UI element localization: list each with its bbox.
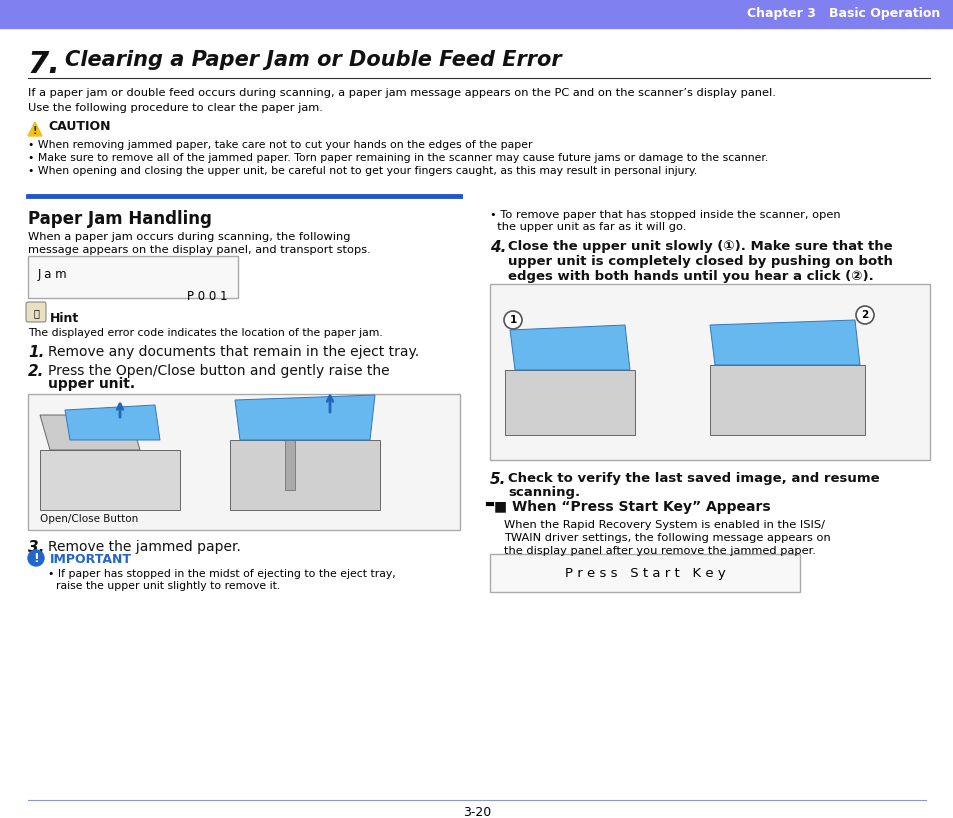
Text: Check to verify the last saved image, and resume: Check to verify the last saved image, an… [507,472,879,485]
Text: 5.: 5. [490,472,506,487]
Text: Use the following procedure to clear the paper jam.: Use the following procedure to clear the… [28,103,322,113]
Text: Open/Close Button: Open/Close Button [40,514,138,524]
Polygon shape [230,440,379,510]
Text: raise the upper unit slightly to remove it.: raise the upper unit slightly to remove … [56,581,280,591]
Bar [0,0,953,28]
Polygon shape [504,370,635,435]
Text: P r e s s   S t a r t   K e y: P r e s s S t a r t K e y [564,567,724,579]
Text: • Make sure to remove all of the jammed paper. Torn paper remaining in the scann: • Make sure to remove all of the jammed … [28,153,767,163]
Polygon shape [65,405,160,440]
FancyBboxPatch shape [26,302,46,322]
Text: Clearing a Paper Jam or Double Feed Error: Clearing a Paper Jam or Double Feed Erro… [65,50,561,70]
Text: Press the Open/Close button and gently raise the: Press the Open/Close button and gently r… [48,364,389,378]
Text: The displayed error code indicates the location of the paper jam.: The displayed error code indicates the l… [28,328,382,338]
Text: 7.: 7. [28,50,61,79]
Polygon shape [709,365,864,435]
Text: Paper Jam Handling: Paper Jam Handling [28,210,212,228]
Text: the display panel after you remove the jammed paper.: the display panel after you remove the j… [503,546,815,556]
Text: If a paper jam or double feed occurs during scanning, a paper jam message appear: If a paper jam or double feed occurs dur… [28,88,775,98]
Text: 4.: 4. [490,240,506,255]
Polygon shape [510,325,629,370]
Text: Remove the jammed paper.: Remove the jammed paper. [48,540,240,554]
Text: edges with both hands until you hear a click (②).: edges with both hands until you hear a c… [507,270,873,283]
Text: 3.: 3. [28,540,45,555]
Text: J a m: J a m [38,268,68,281]
Text: 1: 1 [509,315,517,325]
Text: !: ! [33,551,39,564]
Text: • If paper has stopped in the midst of ejecting to the eject tray,: • If paper has stopped in the midst of e… [48,569,395,579]
Polygon shape [28,122,42,136]
Text: Hint: Hint [50,312,79,325]
Bar [28,394,459,530]
Polygon shape [234,395,375,440]
Polygon shape [285,440,294,490]
Text: P 0 0 1: P 0 0 1 [188,290,228,303]
Text: 1.: 1. [28,345,45,360]
Polygon shape [40,450,180,510]
Text: • When opening and closing the upper unit, be careful not to get your fingers ca: • When opening and closing the upper uni… [28,166,697,176]
Text: upper unit is completely closed by pushing on both: upper unit is completely closed by pushi… [507,255,892,268]
Bar [490,284,929,460]
Text: Remove any documents that remain in the eject tray.: Remove any documents that remain in the … [48,345,418,359]
Text: 2.: 2. [28,364,45,379]
Text: Close the upper unit slowly (①). Make sure that the: Close the upper unit slowly (①). Make su… [507,240,892,253]
Polygon shape [709,320,859,365]
Text: scanning.: scanning. [507,486,579,499]
Text: • To remove paper that has stopped inside the scanner, open: • To remove paper that has stopped insid… [490,210,840,220]
Text: • When removing jammed paper, take care not to cut your hands on the edges of th: • When removing jammed paper, take care … [28,140,532,150]
Text: the upper unit as far as it will go.: the upper unit as far as it will go. [490,222,685,232]
FancyBboxPatch shape [28,256,237,298]
FancyBboxPatch shape [490,554,800,592]
Text: ■ When “Press Start Key” Appears: ■ When “Press Start Key” Appears [494,500,770,514]
Text: When the Rapid Recovery System is enabled in the ISIS/: When the Rapid Recovery System is enable… [503,520,824,530]
Text: CAUTION: CAUTION [48,120,111,133]
Circle shape [855,306,873,324]
Text: 💡: 💡 [33,308,39,318]
Text: upper unit.: upper unit. [48,377,135,391]
Text: 3-20: 3-20 [462,806,491,818]
Text: Chapter 3   Basic Operation: Chapter 3 Basic Operation [746,7,939,20]
Text: When a paper jam occurs during scanning, the following: When a paper jam occurs during scanning,… [28,232,350,242]
Text: TWAIN driver settings, the following message appears on: TWAIN driver settings, the following mes… [503,533,830,543]
Text: message appears on the display panel, and transport stops.: message appears on the display panel, an… [28,245,371,255]
Circle shape [503,311,521,329]
Polygon shape [40,415,140,450]
Text: !: ! [32,126,37,136]
Circle shape [28,550,44,566]
Text: IMPORTANT: IMPORTANT [50,553,132,566]
Text: 2: 2 [861,310,868,320]
